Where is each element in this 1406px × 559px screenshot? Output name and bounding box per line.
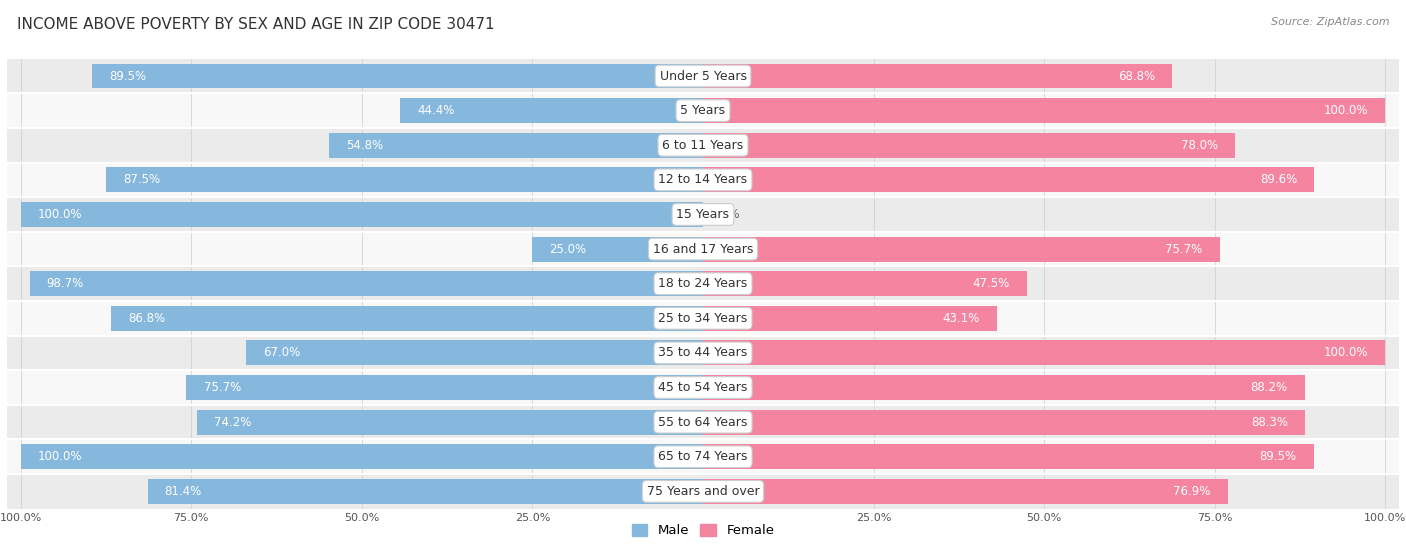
Text: 25.0%: 25.0% (550, 243, 586, 255)
Text: 74.2%: 74.2% (214, 416, 252, 429)
Text: 15 Years: 15 Years (676, 208, 730, 221)
Text: 76.9%: 76.9% (1173, 485, 1211, 498)
Text: 12 to 14 Years: 12 to 14 Years (658, 173, 748, 186)
Text: 89.5%: 89.5% (110, 69, 146, 83)
Text: Source: ZipAtlas.com: Source: ZipAtlas.com (1271, 17, 1389, 27)
Bar (7, 474, 1399, 509)
Bar (7, 163, 1399, 197)
Text: Under 5 Years: Under 5 Years (659, 69, 747, 83)
Legend: Male, Female: Male, Female (626, 519, 780, 543)
Text: INCOME ABOVE POVERTY BY SEX AND AGE IN ZIP CODE 30471: INCOME ABOVE POVERTY BY SEX AND AGE IN Z… (17, 17, 495, 32)
Bar (30, 271, 703, 296)
Bar (703, 479, 1227, 504)
Bar (7, 267, 1399, 301)
Text: 44.4%: 44.4% (418, 104, 454, 117)
Text: 98.7%: 98.7% (46, 277, 84, 290)
Bar (111, 306, 703, 331)
Text: 6 to 11 Years: 6 to 11 Years (662, 139, 744, 151)
Bar (93, 64, 703, 88)
Bar (7, 232, 1399, 267)
Bar (703, 375, 1305, 400)
Bar (7, 301, 1399, 335)
Bar (703, 410, 1306, 434)
Bar (703, 133, 1236, 158)
Text: 81.4%: 81.4% (165, 485, 202, 498)
Bar (703, 64, 1173, 88)
Text: 86.8%: 86.8% (128, 312, 165, 325)
Bar (7, 405, 1399, 439)
Bar (703, 98, 1385, 123)
Bar (703, 167, 1315, 192)
Text: 68.8%: 68.8% (1118, 69, 1156, 83)
Bar (7, 439, 1399, 474)
Text: 78.0%: 78.0% (1181, 139, 1218, 151)
Bar (7, 197, 1399, 232)
Text: 75.7%: 75.7% (204, 381, 240, 394)
Text: 0.0%: 0.0% (710, 208, 740, 221)
Text: 100.0%: 100.0% (1324, 104, 1368, 117)
Bar (7, 128, 1399, 163)
Bar (7, 93, 1399, 128)
Text: 5 Years: 5 Years (681, 104, 725, 117)
Text: 100.0%: 100.0% (38, 450, 82, 463)
Bar (703, 306, 997, 331)
Text: 25 to 34 Years: 25 to 34 Years (658, 312, 748, 325)
Text: 55 to 64 Years: 55 to 64 Years (658, 416, 748, 429)
Bar (703, 236, 1219, 262)
Text: 43.1%: 43.1% (943, 312, 980, 325)
Text: 18 to 24 Years: 18 to 24 Years (658, 277, 748, 290)
Bar (401, 98, 703, 123)
Bar (533, 236, 703, 262)
Bar (197, 410, 703, 434)
Text: 75 Years and over: 75 Years and over (647, 485, 759, 498)
Bar (105, 167, 703, 192)
Bar (329, 133, 703, 158)
Bar (21, 444, 703, 469)
Bar (148, 479, 703, 504)
Bar (703, 271, 1028, 296)
Text: 89.6%: 89.6% (1260, 173, 1298, 186)
Text: 45 to 54 Years: 45 to 54 Years (658, 381, 748, 394)
Text: 67.0%: 67.0% (263, 347, 299, 359)
Text: 87.5%: 87.5% (124, 173, 160, 186)
Bar (187, 375, 703, 400)
Text: 54.8%: 54.8% (346, 139, 384, 151)
Text: 16 and 17 Years: 16 and 17 Years (652, 243, 754, 255)
Text: 100.0%: 100.0% (1324, 347, 1368, 359)
Bar (7, 335, 1399, 370)
Text: 100.0%: 100.0% (38, 208, 82, 221)
Bar (703, 444, 1313, 469)
Text: 88.2%: 88.2% (1250, 381, 1288, 394)
Bar (703, 340, 1385, 366)
Text: 47.5%: 47.5% (973, 277, 1010, 290)
Text: 65 to 74 Years: 65 to 74 Years (658, 450, 748, 463)
Bar (246, 340, 703, 366)
Text: 88.3%: 88.3% (1251, 416, 1288, 429)
Bar (21, 202, 703, 227)
Text: 35 to 44 Years: 35 to 44 Years (658, 347, 748, 359)
Bar (7, 370, 1399, 405)
Text: 75.7%: 75.7% (1166, 243, 1202, 255)
Text: 89.5%: 89.5% (1260, 450, 1296, 463)
Bar (7, 59, 1399, 93)
